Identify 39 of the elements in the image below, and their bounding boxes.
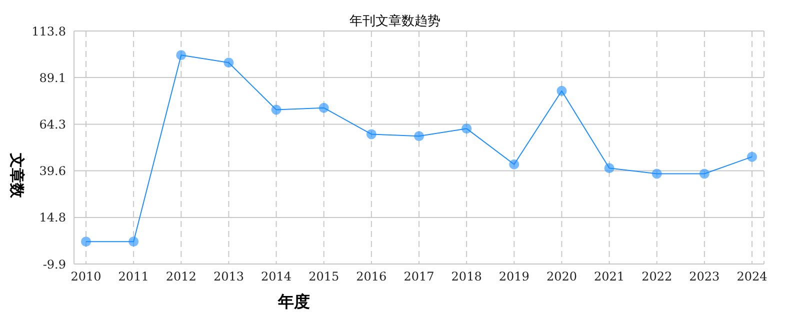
- x-tick-label: 2019: [498, 270, 530, 284]
- point: [462, 124, 472, 134]
- y-tick-label: -9.9: [42, 257, 66, 272]
- x-tick-label: 2018: [451, 270, 482, 284]
- x-tick-label: 2022: [642, 270, 672, 284]
- x-tick-label: 2024: [736, 270, 768, 284]
- chart-title: 年刊文章数趋势: [350, 14, 440, 29]
- point: [509, 159, 520, 170]
- y-tick-label: 14.8: [39, 210, 66, 225]
- point: [747, 152, 757, 162]
- y-axis-title: 文章数: [7, 153, 26, 198]
- point: [318, 102, 329, 113]
- x-tick-label: 2013: [213, 270, 244, 284]
- y-tick-label: 89.1: [39, 70, 66, 85]
- y-tick-label: 64.3: [39, 118, 66, 132]
- y-tick-label: 113.8: [32, 24, 66, 38]
- x-tick-label: 2017: [404, 270, 434, 284]
- x-tick-label: 2016: [356, 270, 387, 284]
- point: [176, 50, 186, 60]
- x-tick-label: 2021: [594, 270, 625, 284]
- x-tick-label: 2015: [308, 270, 340, 284]
- point: [81, 236, 91, 247]
- point: [271, 104, 282, 115]
- x-axis-title: 年度: [278, 292, 310, 313]
- x-tick-label: 2023: [689, 270, 720, 284]
- point: [366, 129, 376, 140]
- point: [224, 58, 234, 68]
- x-tick-label: 2011: [118, 270, 149, 284]
- x-tick-label: 2014: [261, 270, 292, 284]
- point: [414, 131, 424, 142]
- point: [604, 163, 614, 174]
- x-tick-label: 2010: [70, 270, 102, 284]
- x-tick-label: 2012: [166, 270, 196, 284]
- x-tick-label: 2020: [546, 270, 577, 284]
- point: [556, 86, 567, 96]
- point: [699, 168, 710, 179]
- y-tick-label: 39.6: [39, 164, 66, 178]
- point: [128, 236, 139, 247]
- point: [652, 168, 662, 179]
